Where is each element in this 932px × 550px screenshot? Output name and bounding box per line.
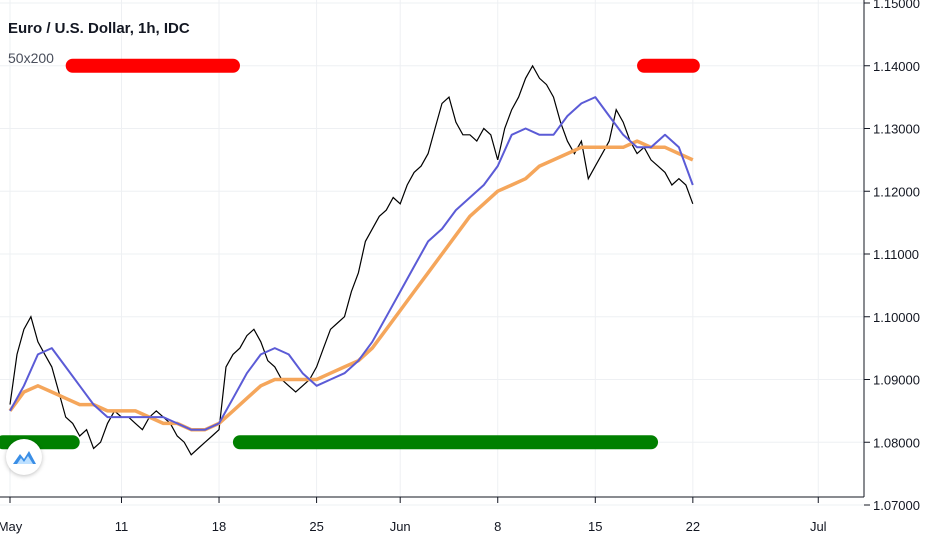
- y-tick-label: 1.15000: [873, 0, 920, 11]
- chart-title: Euro / U.S. Dollar, 1h, IDC: [8, 20, 190, 37]
- x-tick-label: 8: [494, 519, 501, 534]
- x-tick-label: Jun: [390, 519, 411, 534]
- x-tick-label: Jul: [810, 519, 827, 534]
- tradingview-logo[interactable]: [6, 439, 42, 475]
- ma-slow-line: [8, 139, 694, 432]
- x-tick-label: 11: [115, 519, 129, 534]
- y-tick-label: 1.07000: [873, 498, 920, 513]
- x-tick-label: 18: [212, 519, 226, 534]
- x-tick-label: 15: [588, 519, 602, 534]
- x-tick-label: 22: [686, 519, 700, 534]
- x-tick-label: May: [0, 519, 23, 534]
- axes: 1.07000 1.08000 1.09000 1.10000 1.11000 1.120…: [0, 0, 920, 534]
- moving-averages: [8, 96, 694, 432]
- grid-lines: [0, 0, 864, 506]
- x-tick-label: 25: [309, 519, 323, 534]
- y-tick-label: 1.08000: [873, 435, 920, 450]
- y-tick-label: 1.09000: [873, 373, 920, 388]
- y-tick-label: 1.14000: [873, 59, 920, 74]
- price-line: [9, 64, 694, 456]
- y-tick-label: 1.13000: [873, 122, 920, 137]
- y-tick-label: 1.11000: [873, 247, 919, 262]
- price-series: [9, 64, 694, 456]
- y-tick-label: 1.12000: [873, 184, 920, 199]
- y-tick-label: 1.10000: [873, 310, 920, 325]
- signal-markers: [0, 58, 700, 450]
- ma-fast-line: [9, 96, 694, 431]
- indicator-label: 50x200: [8, 50, 54, 66]
- mountain-logo-icon: [13, 451, 36, 464]
